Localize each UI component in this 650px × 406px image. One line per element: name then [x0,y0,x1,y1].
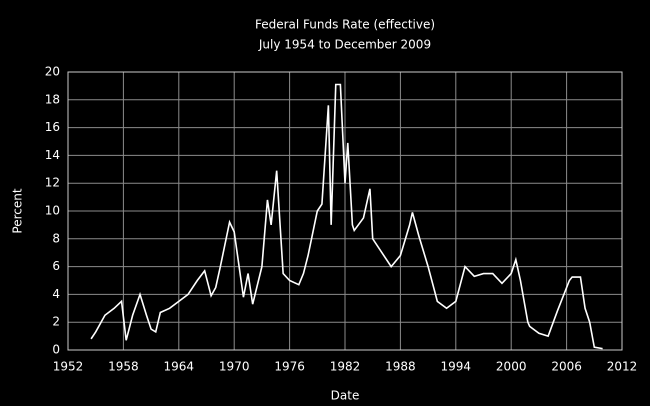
y-tick-label: 18 [45,92,60,106]
plot-frame [67,71,623,351]
chart-title: Federal Funds Rate (effective) [255,18,435,32]
x-axis-label: Date [331,389,360,403]
x-tick-label: 2012 [607,360,638,374]
y-tick-label: 0 [52,343,60,357]
y-tick-label: 6 [52,259,60,273]
x-tick-label: 1988 [385,360,416,374]
x-tick-label: 1976 [274,360,305,374]
x-tick-label: 2006 [551,360,582,374]
y-axis-label: Percent [11,188,25,233]
x-tick-label: 1994 [441,360,472,374]
y-tick-label: 16 [45,120,60,134]
x-tick-label: 1970 [219,360,250,374]
x-tick-label: 1964 [164,360,195,374]
chart-subtitle: July 1954 to December 2009 [258,38,431,52]
y-tick-label: 14 [45,148,60,162]
y-tick-label: 4 [52,287,60,301]
x-tick-label: 1982 [330,360,361,374]
y-tick-label: 20 [45,65,60,79]
y-tick-label: 10 [45,204,60,218]
x-tick-label: 1952 [53,360,84,374]
y-tick-label: 2 [52,315,60,329]
y-tick-label: 12 [45,176,60,190]
x-tick-label: 1958 [108,360,139,374]
y-tick-label: 8 [52,231,60,245]
data-line [90,83,603,350]
x-tick-label: 2000 [496,360,527,374]
